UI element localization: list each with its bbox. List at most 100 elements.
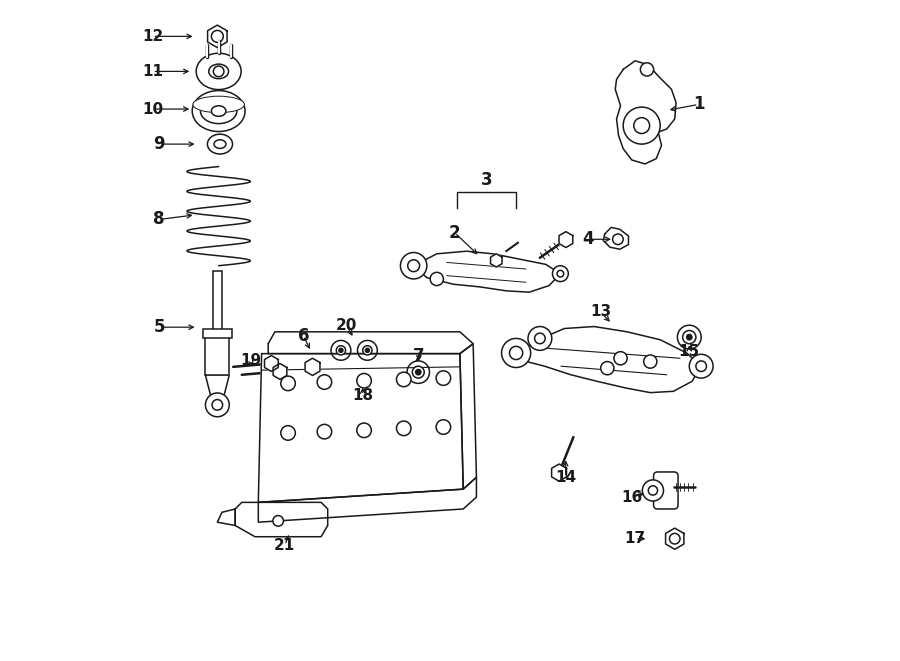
Text: 19: 19 — [239, 353, 261, 368]
Polygon shape — [552, 464, 566, 481]
Ellipse shape — [212, 106, 226, 116]
Circle shape — [613, 234, 623, 245]
Polygon shape — [516, 327, 701, 393]
Text: 10: 10 — [142, 102, 163, 116]
Text: 8: 8 — [153, 210, 165, 229]
Polygon shape — [258, 477, 476, 522]
Circle shape — [648, 486, 658, 495]
Polygon shape — [205, 375, 230, 396]
Circle shape — [557, 270, 563, 277]
Text: 16: 16 — [621, 490, 643, 504]
Circle shape — [356, 373, 372, 388]
Circle shape — [212, 30, 223, 42]
Circle shape — [535, 333, 545, 344]
Polygon shape — [217, 509, 235, 525]
Text: 2: 2 — [449, 223, 461, 242]
Text: 6: 6 — [298, 327, 309, 345]
Circle shape — [683, 330, 696, 344]
Circle shape — [212, 399, 222, 410]
Text: 17: 17 — [625, 531, 645, 546]
FancyBboxPatch shape — [653, 472, 678, 509]
Text: 11: 11 — [142, 64, 163, 79]
Circle shape — [436, 420, 451, 434]
Circle shape — [412, 366, 424, 378]
Circle shape — [670, 533, 680, 544]
Circle shape — [281, 426, 295, 440]
Circle shape — [614, 352, 627, 365]
Polygon shape — [603, 227, 628, 249]
Polygon shape — [491, 254, 502, 267]
Circle shape — [317, 375, 332, 389]
Polygon shape — [616, 61, 676, 164]
Circle shape — [339, 348, 343, 352]
Polygon shape — [268, 332, 473, 354]
Ellipse shape — [209, 64, 229, 79]
Circle shape — [623, 107, 661, 144]
Polygon shape — [666, 528, 684, 549]
Text: 12: 12 — [142, 29, 163, 44]
Circle shape — [363, 346, 372, 355]
Circle shape — [337, 346, 346, 355]
Circle shape — [643, 480, 663, 501]
Text: 7: 7 — [413, 346, 425, 365]
Circle shape — [365, 348, 369, 352]
Polygon shape — [265, 356, 278, 371]
Text: 4: 4 — [582, 230, 594, 249]
Circle shape — [430, 272, 444, 286]
Ellipse shape — [207, 134, 232, 154]
Polygon shape — [208, 25, 227, 48]
Bar — [205, 336, 230, 375]
Circle shape — [696, 361, 706, 371]
Text: 5: 5 — [153, 318, 165, 336]
Text: 21: 21 — [274, 538, 295, 553]
Circle shape — [400, 253, 427, 279]
Circle shape — [687, 334, 692, 340]
Circle shape — [678, 325, 701, 349]
Text: 9: 9 — [153, 135, 165, 153]
Circle shape — [281, 376, 295, 391]
Text: 15: 15 — [679, 344, 700, 359]
Polygon shape — [559, 231, 572, 247]
Circle shape — [553, 266, 568, 282]
Polygon shape — [235, 502, 328, 537]
Bar — [211, 393, 224, 396]
Bar — [202, 329, 232, 338]
Text: 1: 1 — [693, 95, 705, 114]
Circle shape — [397, 421, 411, 436]
Text: 3: 3 — [481, 171, 492, 189]
Circle shape — [509, 346, 523, 360]
Circle shape — [689, 354, 713, 378]
Circle shape — [273, 516, 284, 526]
Circle shape — [528, 327, 552, 350]
Ellipse shape — [193, 91, 245, 132]
Circle shape — [600, 362, 614, 375]
Circle shape — [416, 369, 421, 375]
Circle shape — [397, 372, 411, 387]
Polygon shape — [460, 344, 476, 489]
Polygon shape — [305, 358, 320, 375]
Ellipse shape — [196, 54, 241, 90]
Circle shape — [317, 424, 332, 439]
Bar — [212, 271, 222, 338]
Polygon shape — [258, 354, 464, 502]
Circle shape — [641, 63, 653, 76]
Text: 18: 18 — [352, 388, 374, 403]
Circle shape — [357, 340, 377, 360]
Circle shape — [501, 338, 531, 368]
Ellipse shape — [214, 139, 226, 148]
Circle shape — [407, 361, 429, 383]
Ellipse shape — [193, 96, 245, 112]
Circle shape — [205, 393, 230, 417]
Text: 20: 20 — [336, 318, 357, 332]
Circle shape — [644, 355, 657, 368]
Ellipse shape — [201, 98, 237, 124]
Circle shape — [331, 340, 351, 360]
Text: 14: 14 — [555, 470, 576, 485]
Circle shape — [213, 66, 224, 77]
Circle shape — [634, 118, 650, 134]
Circle shape — [408, 260, 419, 272]
Text: 13: 13 — [590, 305, 611, 319]
Polygon shape — [414, 251, 561, 292]
Circle shape — [356, 423, 372, 438]
Polygon shape — [273, 364, 287, 379]
